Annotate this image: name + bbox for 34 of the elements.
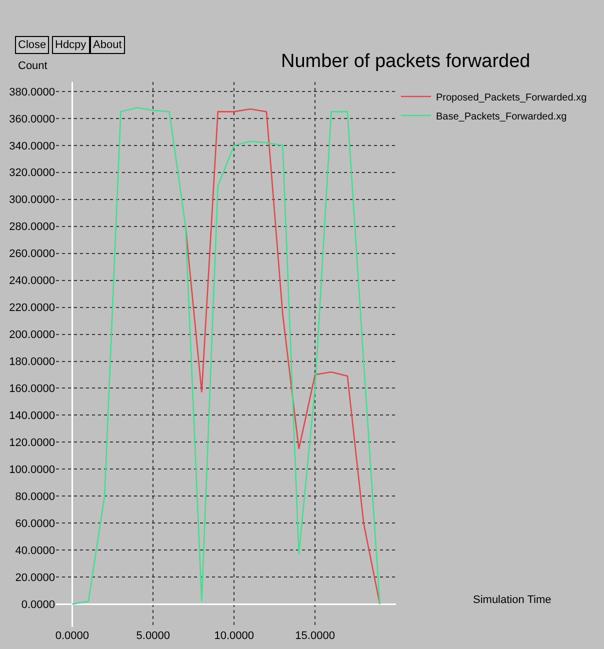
y-axis-title: Count	[18, 60, 48, 72]
chart-title: Number of packets forwarded	[281, 51, 530, 72]
y-tick-label: 120.0000	[9, 437, 55, 450]
y-tick-label: 260.0000	[9, 248, 55, 260]
y-tick-label: 300.0000	[9, 194, 55, 206]
y-tick-label: 380.0000	[9, 86, 55, 98]
y-tick-label: 100.0000	[9, 464, 55, 476]
x-tick-label: 5.0000	[136, 630, 170, 642]
y-tick-label: 60.0000	[15, 518, 55, 530]
legend-label: Base_Packets_Forwarded.xg	[436, 111, 567, 122]
line-series	[72, 106, 380, 605]
y-tick-label: 340.0000	[9, 140, 55, 152]
y-tick-label: 160.0000	[9, 383, 55, 396]
x-tick-label: 10.0000	[214, 630, 254, 642]
y-tick-label: 180.0000	[9, 356, 55, 368]
y-tick-label: 40.0000	[15, 544, 55, 557]
y-tick-label: 320.0000	[9, 167, 55, 180]
y-tick-label: 20.0000	[15, 572, 55, 584]
text: Close	[18, 39, 46, 51]
text: Simulation Time	[473, 594, 552, 606]
x-tick-label: 15.0000	[295, 630, 335, 642]
y-tick-label: 360.0000	[9, 113, 55, 126]
legend-label: Proposed_Packets_Forwarded.xg	[436, 92, 587, 104]
text: Hdcpy	[55, 39, 87, 51]
line-series	[184, 108, 380, 605]
y-tick-label: 0.0000	[21, 598, 55, 611]
y-tick-label: 140.0000	[9, 410, 55, 422]
y-tick-label: 200.0000	[9, 329, 55, 342]
text: About	[93, 39, 122, 51]
x-tick-label: 0.0000	[55, 630, 90, 642]
y-tick-label: 240.0000	[9, 275, 55, 288]
y-tick-label: 220.0000	[9, 302, 55, 314]
y-tick-label: 280.0000	[9, 221, 55, 234]
y-tick-label: 80.0000	[15, 491, 55, 503]
